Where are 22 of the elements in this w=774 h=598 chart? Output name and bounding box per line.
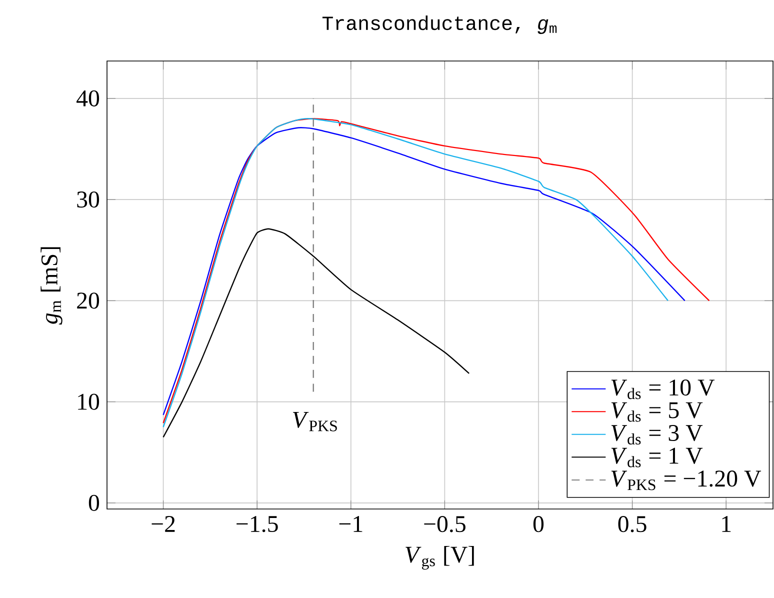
x-tick-label: 0.5 <box>618 516 646 532</box>
y-tick-label: 40 <box>76 90 100 106</box>
x-tick-label: −1.5 <box>236 516 278 532</box>
chart-title: Transconductance, g$_{m}$ <box>322 15 557 34</box>
legend-label: V$_{ds}$ = 3 V <box>611 424 703 445</box>
y-axis-title: g$_{m}$ [mS] <box>40 247 62 325</box>
x-tick-label: −1 <box>339 516 362 532</box>
x-axis-title: V$_{gs}$ [V] <box>406 546 474 570</box>
x-tick-label: −0.5 <box>424 516 466 532</box>
legend-label: V$_{ds}$ = 10 V <box>611 379 715 400</box>
legend-label: V$_{ds}$ = 1 V <box>611 448 703 468</box>
x-tick-label: −2 <box>152 516 175 532</box>
y-tick-label: 0 <box>88 494 100 511</box>
y-tick-label: 20 <box>77 292 100 309</box>
legend-label: V$_{ds}$ = 5 V <box>611 402 703 422</box>
line-series <box>162 228 470 438</box>
x-tick-label: 0 <box>533 516 544 532</box>
y-tick-label: 30 <box>77 191 100 208</box>
legend-label: V$_{PKS}$ = −1.20 V <box>611 470 762 490</box>
y-tick-label: 10 <box>78 394 100 410</box>
annotation: V$_{PKS}$ <box>293 412 337 432</box>
x-tick-label: 1 <box>722 516 731 532</box>
